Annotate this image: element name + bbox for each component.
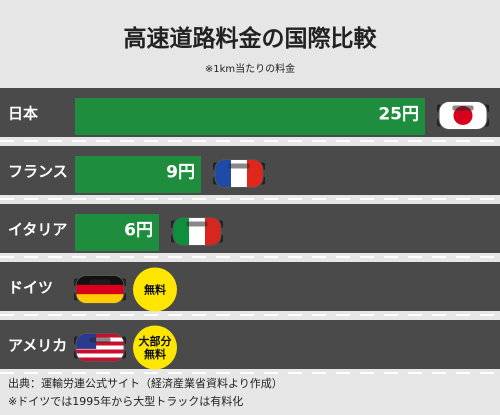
row-stripe <box>0 320 500 369</box>
category-label: イタリア <box>8 221 67 239</box>
value-label: 25円 <box>378 105 419 125</box>
category-label: アメリカ <box>8 337 67 355</box>
footnote-source: 出典：運輸労連公式サイト（経済産業省資料より作成） <box>8 376 283 390</box>
category-label: ドイツ <box>8 279 53 297</box>
car-germany-icon <box>74 275 126 304</box>
badge-text: 無料 <box>144 347 166 361</box>
category-label: 日本 <box>8 105 38 123</box>
bar-france <box>75 156 201 193</box>
value-label: 9円 <box>166 163 195 183</box>
bar-italy <box>75 214 159 251</box>
badge-text: 大部分 <box>139 334 172 348</box>
car-usa-icon <box>74 333 126 362</box>
car-france-icon <box>213 159 265 188</box>
footnote-germany: ※ドイツでは1995年から大型トラックは有料化 <box>8 394 243 408</box>
car-italy-icon <box>171 217 223 246</box>
chart-subtitle: ※1km当たりの料金 <box>205 62 295 75</box>
badge-text: 無料 <box>144 283 166 297</box>
value-label: 6円 <box>124 221 153 241</box>
category-label: フランス <box>8 163 68 181</box>
car-japan-icon <box>437 101 489 130</box>
free-badge: 無料 <box>133 267 177 312</box>
bar-japan <box>75 98 425 135</box>
row-stripe <box>0 262 500 311</box>
chart-title: 高速道路料金の国際比較 <box>124 25 378 52</box>
